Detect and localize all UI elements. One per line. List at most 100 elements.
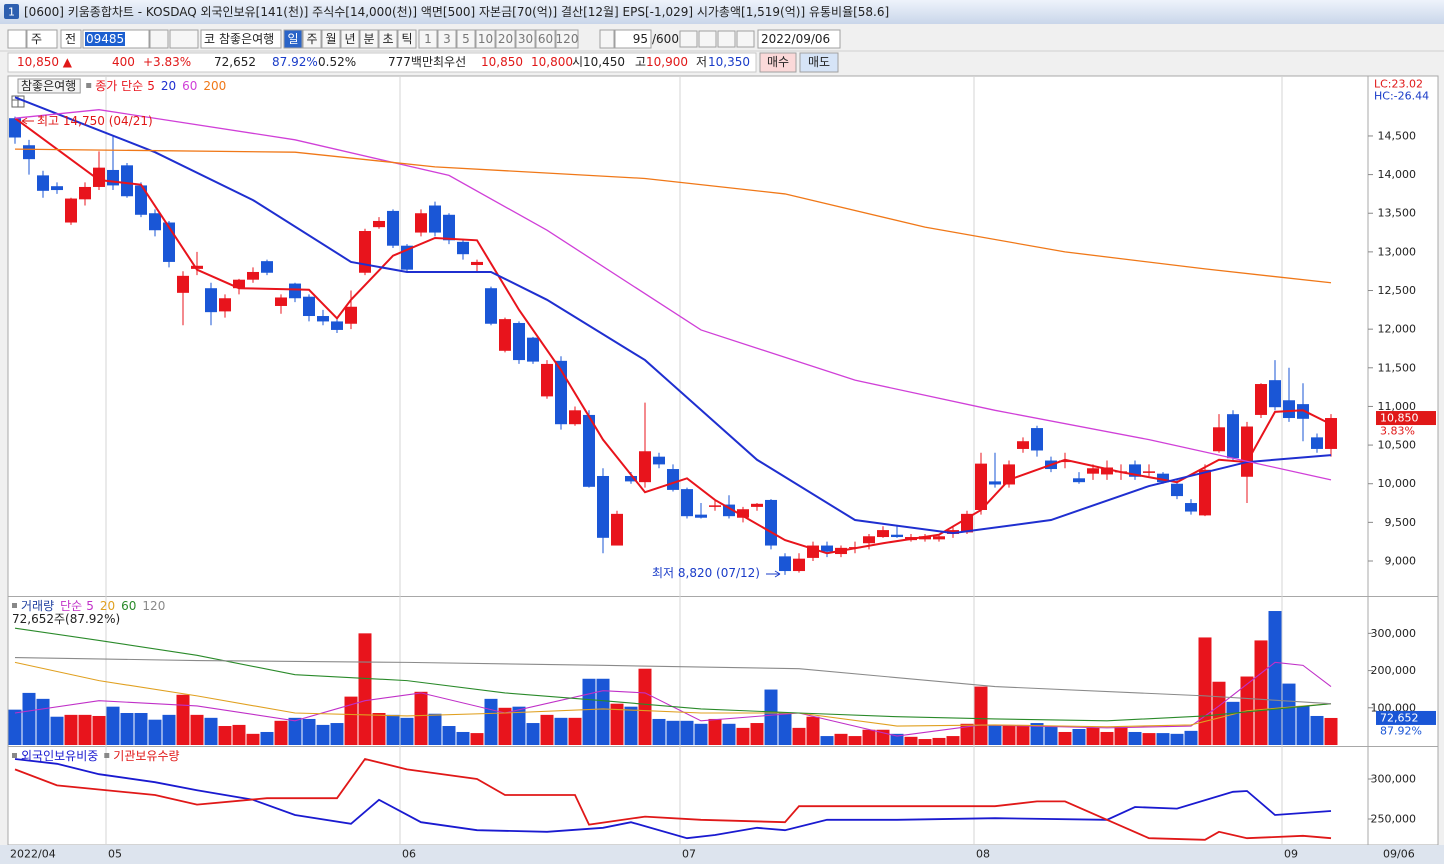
control[interactable] bbox=[736, 30, 755, 48]
quote-bid: 10,800 bbox=[531, 55, 573, 69]
control[interactable] bbox=[26, 29, 58, 49]
legend-marker bbox=[86, 83, 92, 88]
control[interactable] bbox=[7, 29, 27, 49]
volume-bar bbox=[1226, 701, 1240, 745]
control[interactable] bbox=[799, 52, 839, 73]
series-line bbox=[14, 109, 1332, 481]
control[interactable] bbox=[418, 29, 438, 49]
control[interactable] bbox=[456, 29, 476, 49]
control[interactable] bbox=[200, 29, 282, 49]
interval-button[interactable]: 3 bbox=[443, 32, 451, 46]
volume-bar bbox=[848, 736, 862, 745]
control[interactable] bbox=[437, 29, 457, 49]
control[interactable] bbox=[599, 29, 615, 49]
y-tick-label: 13,500 bbox=[1378, 207, 1417, 220]
period-button[interactable]: 분 bbox=[363, 32, 374, 46]
period-button[interactable]: 주 bbox=[306, 32, 317, 46]
interval-button[interactable]: 30 bbox=[518, 32, 533, 46]
candle-body bbox=[1311, 437, 1323, 449]
candle-body bbox=[219, 298, 231, 312]
control[interactable] bbox=[169, 29, 199, 49]
volume-bar bbox=[1282, 683, 1296, 745]
control[interactable] bbox=[60, 29, 82, 49]
candle-body bbox=[527, 337, 539, 362]
control[interactable] bbox=[359, 29, 379, 49]
interval-button[interactable]: 5 bbox=[462, 32, 470, 46]
volume-bar bbox=[484, 698, 498, 745]
control[interactable] bbox=[757, 29, 841, 49]
control[interactable] bbox=[759, 52, 797, 73]
quote-high-label: 고 bbox=[635, 55, 646, 69]
candle-body bbox=[961, 513, 973, 533]
volume-bar bbox=[750, 723, 764, 745]
interval-button[interactable]: 20 bbox=[498, 32, 513, 46]
interval-button[interactable]: 60 bbox=[538, 32, 553, 46]
volume-bar bbox=[624, 706, 638, 745]
control[interactable] bbox=[698, 30, 717, 48]
control[interactable] bbox=[283, 29, 303, 49]
control[interactable] bbox=[717, 30, 736, 48]
period-button[interactable]: 월 bbox=[325, 32, 336, 46]
control[interactable] bbox=[679, 30, 698, 48]
period-button[interactable]: 년 bbox=[344, 32, 355, 46]
stock-code[interactable]: 094850 bbox=[86, 32, 132, 46]
quote-open: 10,450 bbox=[583, 55, 625, 69]
quote-best-label: 최우선 bbox=[433, 55, 466, 69]
candle-body bbox=[177, 275, 189, 293]
quote-turnover-pct: 0.52% bbox=[318, 55, 356, 69]
control[interactable] bbox=[340, 29, 360, 49]
control[interactable] bbox=[555, 29, 579, 49]
volume-bar bbox=[330, 723, 344, 745]
series-line bbox=[14, 96, 1332, 535]
control[interactable] bbox=[321, 29, 341, 49]
volume-bar bbox=[834, 733, 848, 745]
candle-body bbox=[443, 214, 455, 241]
period-button[interactable]: 틱 bbox=[401, 32, 412, 46]
control[interactable] bbox=[397, 29, 417, 49]
quote-bar bbox=[7, 52, 757, 73]
sell-button[interactable]: 매도 bbox=[808, 55, 830, 69]
interval-button[interactable]: 120 bbox=[556, 32, 579, 46]
candle-body bbox=[1283, 400, 1295, 419]
volume-bar bbox=[204, 717, 218, 745]
control[interactable] bbox=[149, 29, 169, 49]
legend-label: 단순 bbox=[60, 599, 82, 613]
volume-bar bbox=[414, 691, 428, 745]
control[interactable] bbox=[475, 29, 496, 49]
control[interactable] bbox=[302, 29, 322, 49]
control[interactable] bbox=[614, 29, 652, 49]
candle-body bbox=[1143, 471, 1155, 473]
x-tick-label: 08 bbox=[976, 848, 990, 861]
volume-tag-text: 72,652 bbox=[1380, 711, 1419, 724]
series-line bbox=[14, 758, 1332, 840]
toolbar-text[interactable]: 전 bbox=[65, 32, 76, 46]
volume-bar bbox=[1254, 640, 1268, 745]
candle-body bbox=[1101, 467, 1113, 475]
toolbar-text[interactable]: 코 bbox=[204, 32, 215, 46]
stock-name[interactable]: 참좋은여행 bbox=[219, 31, 274, 46]
toolbar-text[interactable]: 95 bbox=[633, 32, 648, 46]
candle-body bbox=[933, 536, 945, 540]
volume-bar bbox=[820, 736, 834, 745]
period-button[interactable]: 일 bbox=[287, 32, 298, 46]
volume-bar bbox=[344, 696, 358, 745]
control[interactable] bbox=[378, 29, 398, 49]
interval-button[interactable]: 10 bbox=[478, 32, 493, 46]
buy-button[interactable]: 매수 bbox=[767, 55, 789, 69]
volume-summary: 72,652주(87.92%) bbox=[12, 612, 120, 626]
control[interactable] bbox=[515, 29, 536, 49]
control[interactable] bbox=[495, 29, 516, 49]
volume-bar bbox=[260, 731, 274, 745]
series-line bbox=[14, 148, 1332, 284]
candle-body bbox=[667, 469, 679, 490]
period-button[interactable]: 초 bbox=[382, 32, 393, 46]
volume-bar bbox=[526, 723, 540, 745]
volume-bar bbox=[162, 714, 176, 745]
toolbar-text[interactable]: 2022/09/06 bbox=[761, 32, 830, 46]
toolbar-text[interactable]: 주 bbox=[31, 32, 42, 46]
interval-button[interactable]: 1 bbox=[424, 32, 432, 46]
quote-volume-pct: 87.92% bbox=[272, 55, 318, 69]
price-tag bbox=[1376, 411, 1436, 426]
control[interactable] bbox=[535, 29, 556, 49]
volume-bar bbox=[358, 633, 372, 745]
